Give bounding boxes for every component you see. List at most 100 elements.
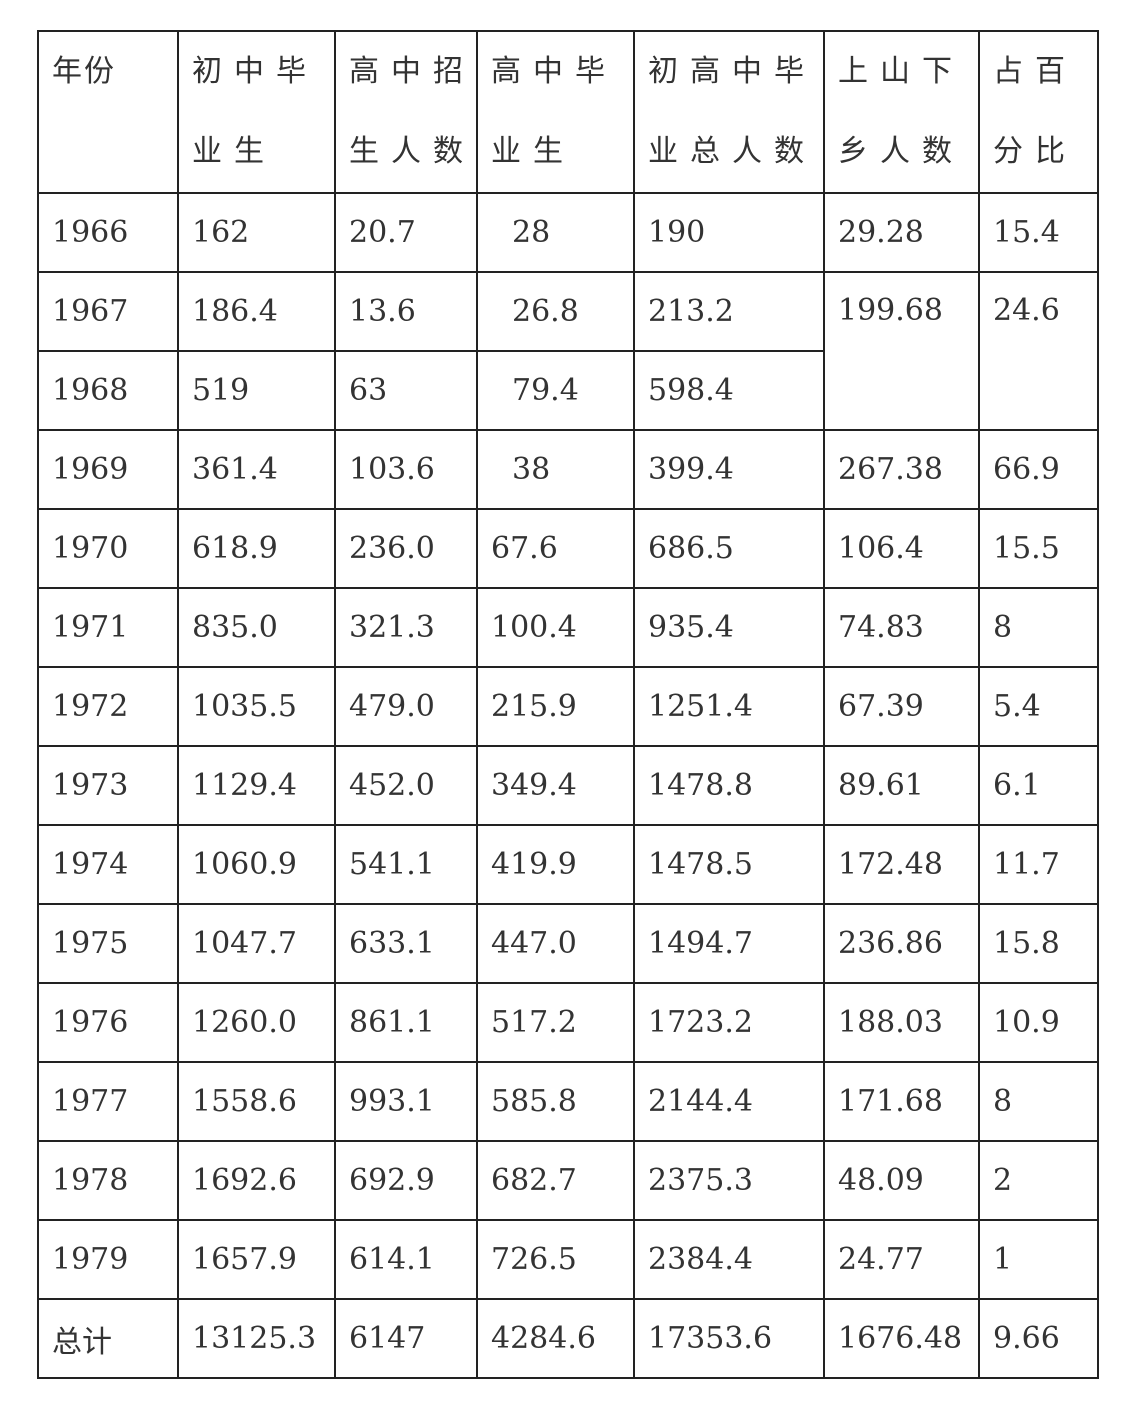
table-cell: 215.9	[476, 666, 635, 747]
header-cell: 高中招生人数	[334, 30, 478, 194]
table-cell: 24.6	[978, 271, 1099, 431]
table-cell: 106.4	[823, 508, 980, 589]
table-cell: 1251.4	[633, 666, 825, 747]
table-cell: 585.8	[476, 1061, 635, 1142]
table-cell: 162	[177, 192, 336, 273]
table-cell: 13.6	[334, 271, 478, 352]
table-cell: 100.4	[476, 587, 635, 668]
table-cell: 541.1	[334, 824, 478, 905]
table-row: 1968 519 63 79.4 598.4	[37, 350, 1098, 431]
table-cell: 1494.7	[633, 903, 825, 984]
table-cell: 190	[633, 192, 825, 273]
header-cell: 初中毕业生	[177, 30, 336, 194]
table-cell: 447.0	[476, 903, 635, 984]
table-row: 总计 13125.3 6147 4284.6 17353.6 1676.48 9.66	[37, 1298, 1099, 1379]
table-cell: 452.0	[334, 745, 478, 826]
table-cell: 9.66	[978, 1298, 1099, 1379]
table-cell: 1967	[37, 271, 179, 352]
table-cell: 1558.6	[177, 1061, 336, 1142]
data-table: 年份 初中毕业生 高中招生人数 高中毕业生 初高中毕业总人数 上山下乡人数 占百分比 196…	[37, 30, 1099, 1379]
table-cell: 213.2	[633, 271, 825, 352]
table-row: 1972 1035.5 479.0 215.9 1251.4 67.39 5.4	[37, 666, 1099, 747]
table-cell: 267.38	[823, 429, 980, 510]
table-cell: 1478.8	[633, 745, 825, 826]
table-cell: 10.9	[978, 982, 1099, 1063]
table-cell: 1969	[37, 429, 179, 510]
table-cell: 1968	[37, 350, 179, 431]
table-cell: 48.09	[823, 1140, 980, 1221]
header-row: 年份 初中毕业生 高中招生人数 高中毕业生 初高中毕业总人数 上山下乡人数 占百分比	[37, 30, 1099, 194]
table-cell: 479.0	[334, 666, 478, 747]
table-cell: 89.61	[823, 745, 980, 826]
table-cell: 633.1	[334, 903, 478, 984]
table-cell: 682.7	[476, 1140, 635, 1221]
table-cell: 1060.9	[177, 824, 336, 905]
table-row: 1974 1060.9 541.1 419.9 1478.5 172.48 11.7	[37, 824, 1099, 905]
header-cell: 上山下乡人数	[823, 30, 980, 194]
table-cell: 1260.0	[177, 982, 336, 1063]
table-cell: 1970	[37, 508, 179, 589]
table-cell: 6147	[334, 1298, 478, 1379]
table-cell: 13125.3	[177, 1298, 336, 1379]
table-cell: 79.4	[476, 350, 635, 431]
table-row: 1977 1558.6 993.1 585.8 2144.4 171.68 8	[37, 1061, 1099, 1142]
table-cell: 188.03	[823, 982, 980, 1063]
table-cell: 835.0	[177, 587, 336, 668]
table-cell: 1979	[37, 1219, 179, 1300]
table-row: 1976 1260.0 861.1 517.2 1723.2 188.03 10.9	[37, 982, 1099, 1063]
table-cell: 1035.5	[177, 666, 336, 747]
header-cell: 初高中毕业总人数	[633, 30, 825, 194]
table-cell: 1478.5	[633, 824, 825, 905]
header-cell: 占百分比	[978, 30, 1099, 194]
table-cell: 993.1	[334, 1061, 478, 1142]
table-cell: 419.9	[476, 824, 635, 905]
table-cell: 28	[476, 192, 635, 273]
table-cell: 618.9	[177, 508, 336, 589]
table-row: 1970 618.9 236.0 67.6 686.5 106.4 15.5	[37, 508, 1099, 589]
table-cell: 63	[334, 350, 478, 431]
table-cell: 1974	[37, 824, 179, 905]
table-cell: 17353.6	[633, 1298, 825, 1379]
table-cell: 6.1	[978, 745, 1099, 826]
table-cell: 38	[476, 429, 635, 510]
table-cell: 1676.48	[823, 1298, 980, 1379]
table-cell: 236.0	[334, 508, 478, 589]
table-cell: 1129.4	[177, 745, 336, 826]
table-row: 1978 1692.6 692.9 682.7 2375.3 48.09 2	[37, 1140, 1099, 1221]
table-cell: 67.39	[823, 666, 980, 747]
table-body: 1966 162 20.7 28 190 29.28 15.4 1967 186.4 13.6 26…	[37, 192, 1099, 1379]
table-cell: 29.28	[823, 192, 980, 273]
table-cell: 686.5	[633, 508, 825, 589]
table-cell: 1047.7	[177, 903, 336, 984]
table-cell: 1972	[37, 666, 179, 747]
table-cell: 20.7	[334, 192, 478, 273]
table-cell: 2375.3	[633, 1140, 825, 1221]
table-cell: 614.1	[334, 1219, 478, 1300]
table-cell: 15.4	[978, 192, 1099, 273]
table-cell: 5.4	[978, 666, 1099, 747]
table-cell: 1657.9	[177, 1219, 336, 1300]
table-cell: 4284.6	[476, 1298, 635, 1379]
table-cell: 26.8	[476, 271, 635, 352]
table-cell: 236.86	[823, 903, 980, 984]
table-cell: 399.4	[633, 429, 825, 510]
table-cell: 361.4	[177, 429, 336, 510]
table-cell: 726.5	[476, 1219, 635, 1300]
table-cell: 11.7	[978, 824, 1099, 905]
table-cell: 67.6	[476, 508, 635, 589]
table-row: 1966 162 20.7 28 190 29.28 15.4	[37, 192, 1099, 273]
table-cell: 103.6	[334, 429, 478, 510]
table-cell: 598.4	[633, 350, 825, 431]
table-cell: 1966	[37, 192, 179, 273]
header-cell: 年份	[37, 30, 179, 194]
table-cell: 8	[978, 587, 1099, 668]
table-cell: 171.68	[823, 1061, 980, 1142]
table-row: 1969 361.4 103.6 38 399.4 267.38 66.9	[37, 429, 1099, 510]
table-cell: 1977	[37, 1061, 179, 1142]
table-row: 1979 1657.9 614.1 726.5 2384.4 24.77 1	[37, 1219, 1099, 1300]
table-cell: 1723.2	[633, 982, 825, 1063]
table-cell: 519	[177, 350, 336, 431]
table-cell: 2	[978, 1140, 1099, 1221]
table-cell: 935.4	[633, 587, 825, 668]
